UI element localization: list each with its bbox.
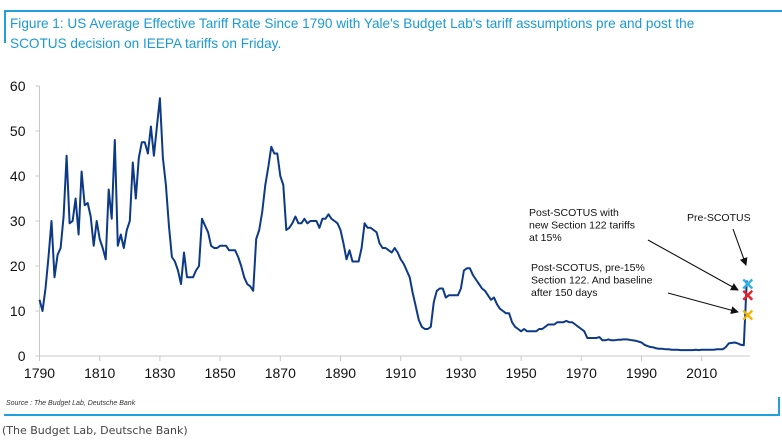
x-tick-label: 1810 — [84, 365, 115, 381]
annotation-text: after 150 days — [531, 287, 598, 299]
x-marker-icon — [742, 309, 754, 321]
x-tick-label: 1990 — [626, 365, 657, 381]
y-tick-label: 20 — [10, 258, 26, 274]
x-marker-icon — [742, 289, 754, 301]
x-tick-label: 1790 — [24, 365, 55, 381]
annotation-arrow — [732, 228, 748, 266]
x-tick-label: 1850 — [205, 365, 236, 381]
y-tick-label: 0 — [18, 348, 26, 364]
annotation-text: Section 122. And baseline — [531, 275, 653, 287]
figure-frame-bottom — [4, 414, 780, 416]
y-tick-label: 10 — [10, 303, 26, 319]
y-tick-label: 50 — [10, 123, 26, 139]
x-tick-label: 1870 — [265, 365, 296, 381]
annotation-text: Post-SCOTUS, pre-15% — [531, 262, 645, 274]
figure-title-line1: Figure 1: US Average Effective Tariff Ra… — [10, 16, 695, 31]
figure-title-line2: SCOTUS decision on IEEPA tariffs on Frid… — [10, 36, 282, 51]
annotation-arrow — [667, 292, 739, 315]
x-tick-label: 1970 — [566, 365, 597, 381]
y-tick-label: 30 — [10, 213, 26, 229]
source-note: Source : The Budget Lab, Deutsche Bank — [6, 400, 136, 407]
annotation-arrow — [647, 239, 739, 291]
annotation-text: Post-SCOTUS with — [529, 207, 619, 219]
axes: 0 10 20 30 40 50 60 1790 1810 1830 1850 1870 1890 191… — [10, 78, 750, 381]
figure-title: Figure 1: US Average Effective Tariff Ra… — [10, 14, 770, 54]
annotation-text: Pre-SCOTUS — [687, 212, 751, 224]
image-caption: (The Budget Lab, Deutsche Bank) — [2, 424, 188, 437]
series-layer — [38, 97, 748, 352]
annotation-text: at 15% — [529, 232, 562, 244]
x-tick-label: 1910 — [385, 365, 416, 381]
x-tick-label: 1890 — [325, 365, 356, 381]
annotation-0: Pre-SCOTUS — [687, 212, 751, 266]
marker-post-scotus-baseline — [742, 309, 754, 321]
y-tick-label: 40 — [10, 168, 26, 184]
title-frame-left — [4, 10, 6, 43]
x-tick-label: 2010 — [686, 365, 717, 381]
marker-pre-scotus — [742, 278, 754, 290]
title-frame-top — [4, 10, 782, 12]
annotation-text: new Section 122 tariffs — [529, 220, 635, 232]
annotation-2: Post-SCOTUS, pre-15%Section 122. And bas… — [531, 262, 739, 315]
y-tick-label: 60 — [10, 78, 26, 94]
series-line-tariff-rate — [38, 97, 748, 352]
x-tick-label: 1930 — [445, 365, 476, 381]
marker-layer — [742, 278, 754, 321]
x-tick-label: 1830 — [144, 365, 175, 381]
figure-frame-right — [778, 397, 780, 416]
marker-post-scotus-15pct — [742, 289, 754, 301]
x-marker-icon — [742, 278, 754, 290]
x-tick-label: 1950 — [506, 365, 537, 381]
